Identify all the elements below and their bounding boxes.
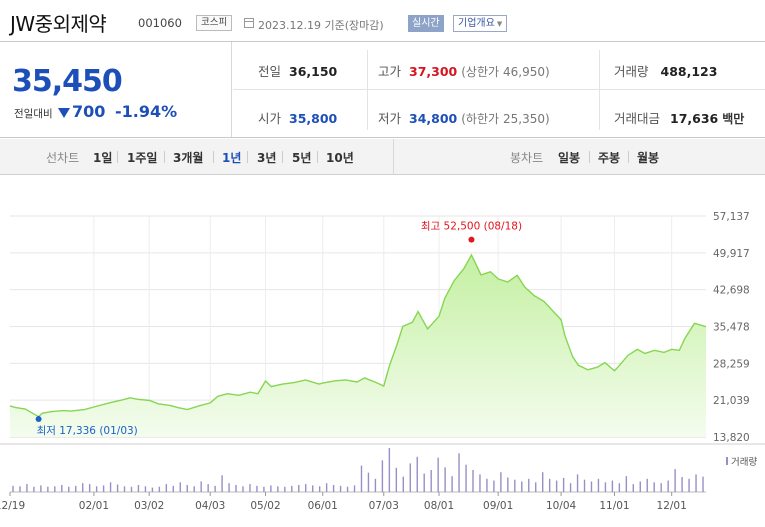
tab-1y[interactable]: 1년 — [222, 151, 242, 165]
lower-limit-value: 25,350 — [503, 112, 546, 126]
quote-panel: 35,450 전일대비 700 -1.94% 전일 36,150 고가 37,3… — [0, 41, 765, 138]
low-cell: 저가 34,800 (하한가 25,350) — [378, 108, 550, 127]
candle-chart-label: 봉차트 — [510, 151, 544, 165]
market-badge: 코스피 — [196, 15, 233, 31]
chart-period-tabs: 선차트 1일 1주일 3개월 1년 3년 5년 10년 봉차트 일봉 주봉 월봉 — [0, 139, 765, 175]
stock-code: 001060 — [138, 16, 182, 30]
company-info-label: 기업개요 — [458, 18, 495, 29]
paren: ) — [545, 65, 550, 79]
compare-label: 전일대비 — [14, 108, 53, 120]
max-point-marker — [468, 236, 475, 243]
y-tick-label: 49,917 — [713, 248, 750, 260]
min-point-marker — [35, 416, 42, 423]
y-tick-label: 35,478 — [713, 322, 750, 334]
high-label: 고가 — [378, 64, 402, 79]
current-price: 35,450 — [12, 64, 123, 99]
lower-limit-label: (하한가 — [461, 112, 500, 126]
line-chart-label: 선차트 — [46, 151, 80, 165]
y-tick-label: 57,137 — [713, 211, 750, 223]
tab-3y[interactable]: 3년 — [257, 151, 277, 165]
tab-weekly[interactable]: 주봉 — [598, 151, 621, 165]
quote-column-divider — [367, 50, 368, 130]
quote-date: 2023.12.19 기준(장마감) — [258, 19, 384, 32]
high-value: 37,300 — [409, 64, 458, 79]
volume-legend: 거래량 — [731, 456, 757, 468]
y-tick-label: 42,698 — [713, 285, 750, 297]
realtime-button[interactable]: 실시간 — [408, 15, 444, 32]
prev-close-cell: 전일 36,150 — [258, 61, 337, 80]
amount-value: 17,636 — [670, 111, 719, 126]
x-tick-label: 05/02 — [250, 500, 280, 512]
min-annotation: 최저 17,336 (01/03) — [37, 425, 138, 437]
tab-1d[interactable]: 1일 — [93, 151, 113, 165]
x-tick-label: 12/01 — [657, 500, 687, 512]
chevron-down-icon: ▼ — [496, 20, 503, 28]
upper-limit-label: (상한가 — [461, 65, 500, 79]
low-label: 저가 — [378, 111, 402, 126]
x-tick-label: 08/01 — [424, 500, 454, 512]
high-cell: 고가 37,300 (상한가 46,950) — [378, 61, 550, 80]
company-name: JW중외제약 — [10, 12, 107, 36]
price-line — [9, 253, 707, 418]
tab-1w[interactable]: 1주일 — [127, 151, 158, 165]
x-tick-label: 07/03 — [369, 500, 399, 512]
x-tick-label: 04/03 — [195, 500, 225, 512]
y-tick-label: 13,820 — [713, 432, 750, 444]
max-annotation: 최고 52,500 (08/18) — [421, 221, 522, 233]
x-tick-label: 06/01 — [308, 500, 338, 512]
tab-5y[interactable]: 5년 — [292, 151, 312, 165]
price-chart: 57,137 49,917 42,698 35,478 28,259 21,039 13,8… — [0, 211, 765, 512]
amount-label: 거래대금 — [614, 111, 661, 126]
tab-daily[interactable]: 일봉 — [558, 151, 581, 165]
change-value: 700 — [72, 102, 106, 121]
open-cell: 시가 35,800 — [258, 108, 337, 127]
paren: ) — [545, 112, 550, 126]
open-label: 시가 — [258, 111, 282, 126]
x-tick-label: 02/01 — [79, 500, 109, 512]
calendar-icon — [244, 18, 254, 28]
x-tick-label: 11/01 — [599, 500, 629, 512]
x-tick-label: 03/02 — [134, 500, 164, 512]
company-info-button[interactable]: 기업개요 ▼ — [453, 15, 508, 32]
amount-cell: 거래대금 17,636 백만 — [614, 108, 744, 127]
price-area — [10, 254, 706, 437]
quote-divider — [233, 89, 765, 90]
stock-header: JW중외제약 001060 코스피 2023.12.19 기준(장마감) 실시간… — [0, 0, 765, 40]
volume-value: 488,123 — [660, 64, 718, 79]
change-percent: -1.94% — [115, 102, 178, 121]
y-tick-label: 28,259 — [713, 358, 750, 370]
x-tick-label: 09/01 — [483, 500, 513, 512]
upper-limit-value: 46,950 — [503, 65, 546, 79]
volume-cell: 거래량 488,123 — [614, 61, 717, 80]
x-tick-label: 12/19 — [0, 500, 25, 512]
tab-10y[interactable]: 10년 — [326, 151, 354, 165]
down-arrow-icon — [58, 108, 70, 118]
tab-monthly[interactable]: 월봉 — [637, 151, 660, 165]
tab-3m[interactable]: 3개월 — [173, 151, 204, 165]
volume-legend-swatch — [726, 457, 728, 465]
quote-column-divider — [599, 50, 600, 130]
x-tick-label: 10/04 — [546, 500, 577, 512]
prev-close-value: 36,150 — [289, 64, 338, 79]
open-value: 35,800 — [289, 111, 338, 126]
y-tick-label: 21,039 — [713, 395, 750, 407]
volume-label: 거래량 — [614, 64, 649, 79]
low-value: 34,800 — [409, 111, 458, 126]
prev-close-label: 전일 — [258, 64, 282, 79]
current-price-box: 35,450 전일대비 700 -1.94% — [0, 42, 232, 137]
amount-unit: 백만 — [722, 112, 745, 126]
